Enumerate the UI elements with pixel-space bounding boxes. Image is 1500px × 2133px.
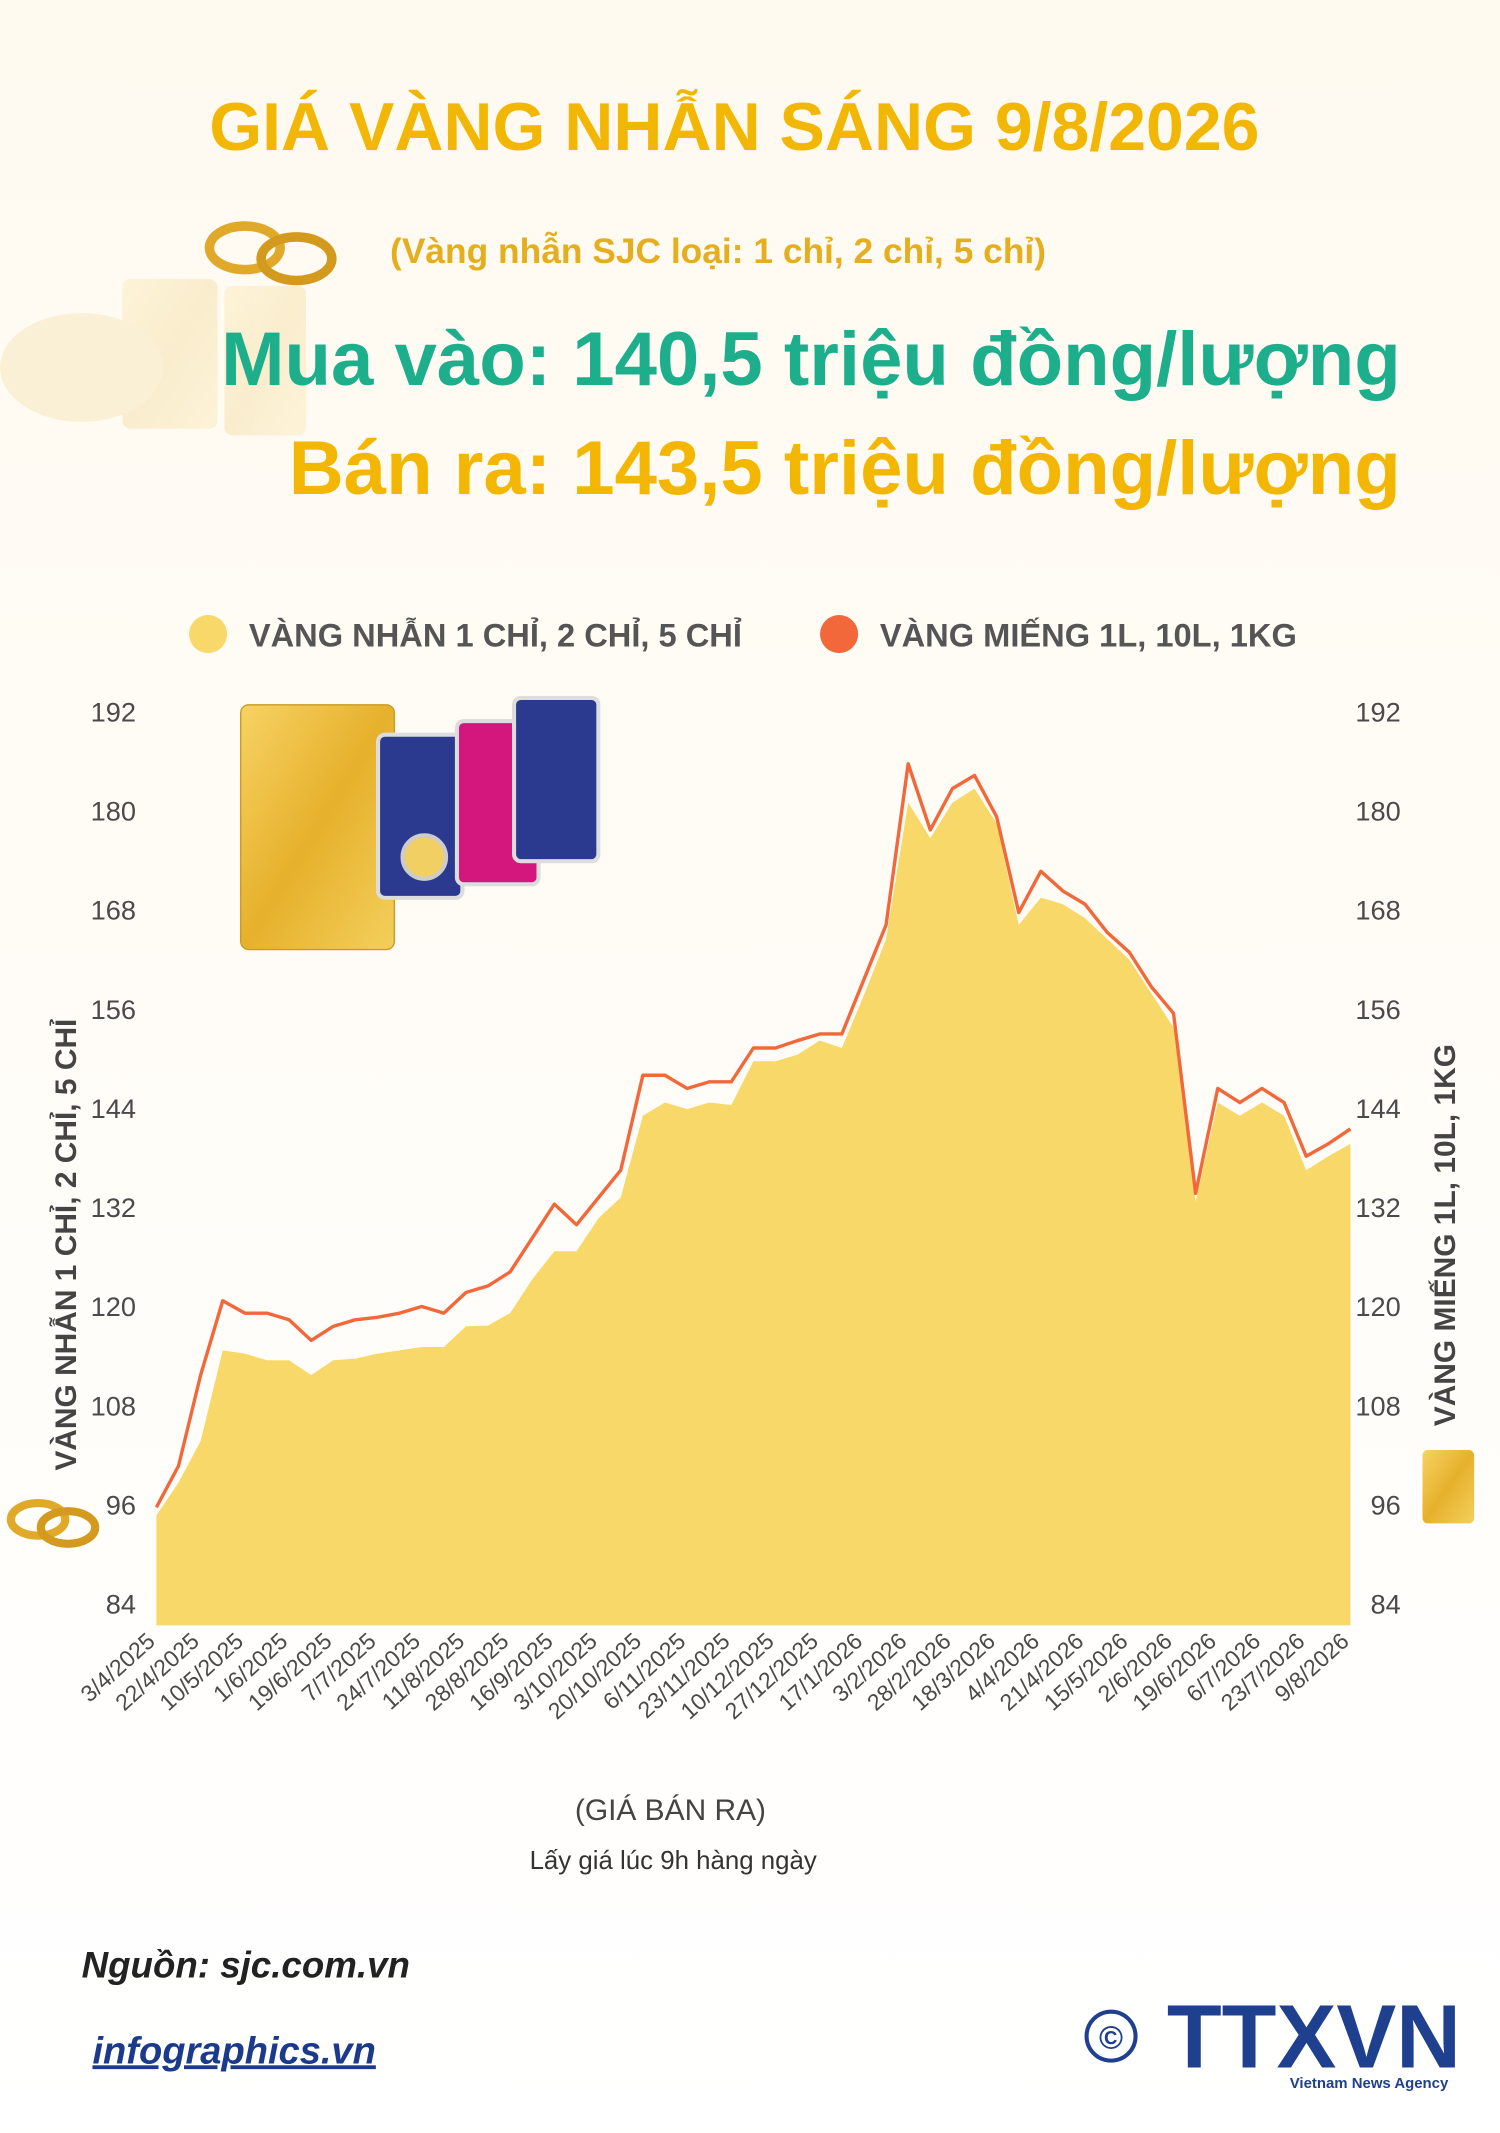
y-tick-label: 180 <box>91 796 136 827</box>
title: GIÁ VÀNG NHẪN SÁNG 9/8/2026 <box>209 88 1259 165</box>
y2-tick-label: 180 <box>1355 796 1400 827</box>
source: Nguồn: sjc.com.vn <box>82 1945 410 1986</box>
price-area <box>156 788 1351 1626</box>
legend-marker <box>820 615 859 654</box>
y2-tick-label: 84 <box>1370 1589 1400 1620</box>
y2-tick-label: 96 <box>1370 1489 1400 1520</box>
y-tick-label: 156 <box>91 994 136 1025</box>
y-tick-label: 192 <box>91 696 136 727</box>
price-line <box>154 762 1352 1509</box>
y2-axis-title: VÀNG MIẾNG 1L, 10L, 1KG <box>1428 1044 1462 1426</box>
small-gold-bar <box>1422 1449 1475 1524</box>
header-decoration <box>0 279 306 436</box>
left-rings-icon <box>6 1498 100 1548</box>
y-axis-title: VÀNG NHẪN 1 CHỈ, 2 CHỈ, 5 CHỈ <box>49 1019 83 1471</box>
legend-label: VÀNG MIẾNG 1L, 10L, 1KG <box>880 616 1297 653</box>
copyright-ring <box>1084 2009 1138 2063</box>
y-tick-label: 144 <box>91 1093 136 1124</box>
website[interactable]: infographics.vn <box>92 2030 375 2072</box>
subtitle: (Vàng nhẫn SJC loại: 1 chỉ, 2 chỉ, 5 chỉ… <box>390 231 1046 271</box>
gold-bar-picture <box>240 695 601 951</box>
y2-tick-label: 144 <box>1355 1093 1400 1124</box>
y2-tick-label: 120 <box>1355 1291 1400 1322</box>
y-tick-label: 132 <box>91 1192 136 1223</box>
note: Lấy giá lúc 9h hàng ngày <box>530 1847 817 1875</box>
y2-tick-label: 108 <box>1355 1390 1400 1421</box>
legend-label: VÀNG NHẪN 1 CHỈ, 2 CHỈ, 5 CHỈ <box>249 616 742 653</box>
buy-price: Mua vào: 140,5 triệu đồng/lượng <box>221 317 1401 402</box>
y2-tick-label: 132 <box>1355 1192 1400 1223</box>
y2-tick-label: 192 <box>1355 696 1400 727</box>
y2-tick-label: 156 <box>1355 994 1400 1025</box>
copyright: © <box>1099 2018 1123 2055</box>
agency-subtitle: Vietnam News Agency <box>1290 2075 1449 2092</box>
y-tick-label: 168 <box>91 895 136 926</box>
y-tick-label: 120 <box>91 1291 136 1322</box>
rings-icon <box>204 221 337 286</box>
y-tick-label: 84 <box>106 1589 136 1620</box>
y-tick-label: 96 <box>106 1489 136 1520</box>
x-axis-label: (GIÁ BÁN RA) <box>575 1794 766 1827</box>
y-tick-label: 108 <box>91 1390 136 1421</box>
sell-price: Bán ra: 143,5 triệu đồng/lượng <box>289 426 1401 511</box>
legend-marker <box>189 615 228 654</box>
y2-tick-label: 168 <box>1355 895 1400 926</box>
agency-logo: TTXVN <box>1167 1987 1461 2087</box>
